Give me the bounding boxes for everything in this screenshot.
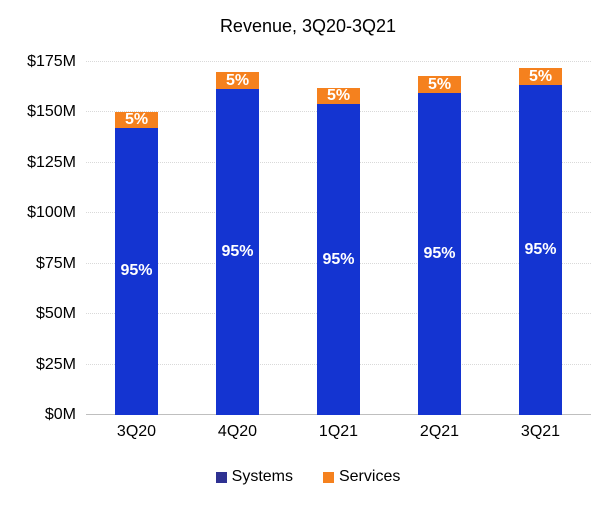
y-tick-label: $100M — [27, 204, 76, 222]
bar-segment-label: 95% — [322, 250, 355, 268]
bar-segment-label: 5% — [225, 71, 250, 89]
bar-segment-services-3q21: 5% — [519, 67, 562, 86]
bar-segment-services-4q20: 5% — [216, 71, 259, 90]
x-tick-label: 3Q20 — [116, 423, 157, 440]
bar-segment-systems-3q21: 95% — [519, 85, 562, 415]
chart-title: Revenue, 3Q20-3Q21 — [219, 16, 397, 36]
bar-4q20: 5% 95% — [216, 62, 259, 415]
x-tick-label: 3Q21 — [520, 423, 561, 440]
y-tick-label: $50M — [35, 305, 76, 323]
bar-segment-label: 95% — [221, 243, 254, 261]
bar-segment-label: 5% — [326, 87, 351, 105]
x-tick-label: 1Q21 — [318, 423, 359, 440]
legend-swatch-services — [322, 471, 334, 483]
bar-1q21: 5% 95% — [317, 62, 360, 415]
legend-label: Services — [338, 468, 401, 485]
y-tick-label: $0M — [44, 406, 76, 423]
bar-segment-label: 5% — [528, 67, 553, 85]
plot-area: 5% 95% 5% 95% 5% 95% 5% 95% 5% 95% — [86, 61, 591, 415]
legend: Systems Services — [0, 468, 616, 486]
legend-label: Systems — [231, 468, 293, 485]
legend-item-systems: Systems — [215, 468, 293, 486]
bar-segment-services-1q21: 5% — [317, 87, 360, 105]
legend-swatch-systems — [215, 471, 227, 483]
bar-segment-systems-1q21: 95% — [317, 104, 360, 415]
y-tick-label: $175M — [27, 53, 76, 70]
bar-3q20: 5% 95% — [115, 62, 158, 415]
bar-segment-label: 95% — [120, 262, 153, 280]
bar-segment-systems-4q20: 95% — [216, 89, 259, 415]
x-tick-label: 4Q20 — [217, 423, 258, 440]
bar-segment-systems-3q20: 95% — [115, 127, 158, 415]
bar-segment-label: 5% — [124, 111, 149, 128]
bar-segment-services-3q20: 5% — [115, 111, 158, 128]
bar-segment-label: 95% — [423, 245, 456, 263]
y-tick-label: $125M — [27, 153, 76, 171]
legend-item-services: Services — [322, 468, 401, 486]
y-tick-label: $150M — [27, 103, 76, 121]
bar-segment-label: 5% — [427, 75, 452, 93]
y-axis-labels: $0M $25M $50M $75M $100M $125M $150M $175M — [0, 53, 76, 423]
y-tick-label: $25M — [35, 355, 76, 373]
bar-segment-services-2q21: 5% — [418, 75, 461, 94]
bar-3q21: 5% 95% — [519, 62, 562, 415]
bar-segment-systems-2q21: 95% — [418, 93, 461, 415]
bar-2q21: 5% 95% — [418, 62, 461, 415]
gridline — [86, 61, 591, 62]
y-tick-label: $75M — [35, 254, 76, 272]
x-axis-labels: 3Q20 4Q20 1Q21 2Q21 3Q21 — [86, 423, 591, 443]
x-tick-label: 2Q21 — [419, 423, 460, 440]
bar-segment-label: 95% — [524, 241, 557, 259]
